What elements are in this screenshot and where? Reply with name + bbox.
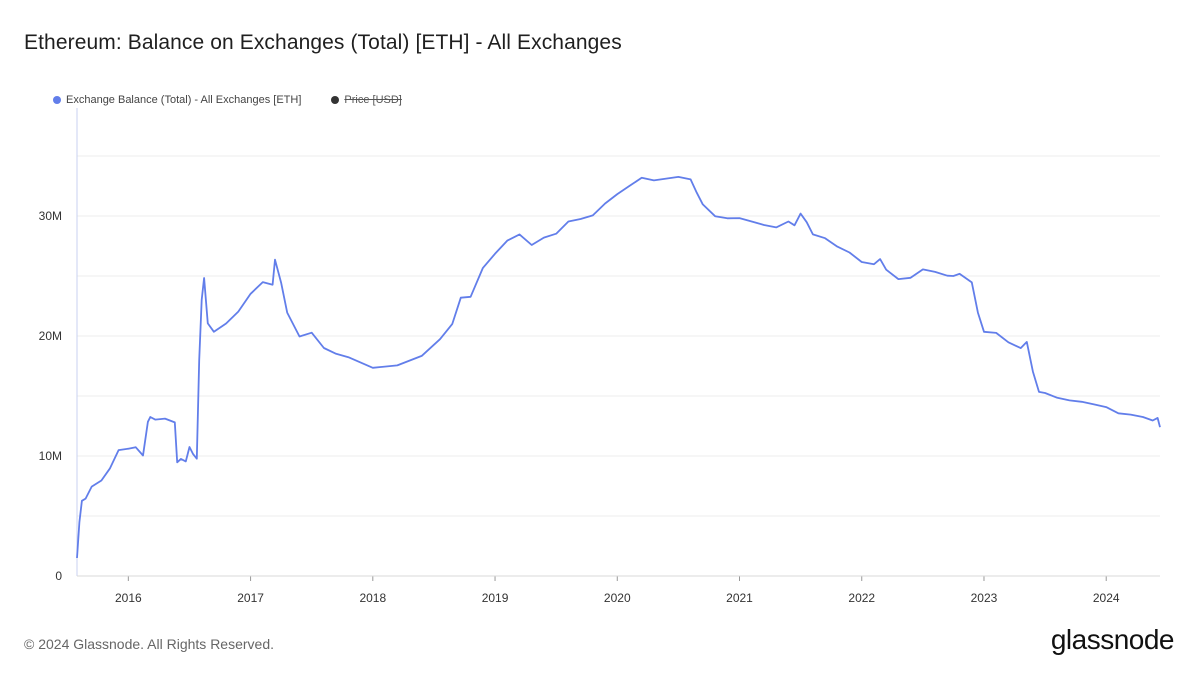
copyright-text: © 2024 Glassnode. All Rights Reserved. <box>24 636 275 652</box>
x-tick-label-2: 2018 <box>359 591 386 605</box>
y-tick-label-1: 10M <box>39 449 62 463</box>
legend-item-exchange-balance[interactable]: Exchange Balance (Total) - All Exchanges… <box>53 94 301 106</box>
legend-dot-price <box>331 96 340 104</box>
x-tick-label-3: 2019 <box>482 591 509 605</box>
y-tick-label-2: 20M <box>39 329 62 343</box>
legend-label-price: Price [USD] <box>344 94 402 106</box>
legend-dot-exchange-balance <box>53 96 61 104</box>
y-tick-label-0: 0 <box>55 569 62 583</box>
legend-item-price[interactable]: Price [USD] <box>331 94 402 106</box>
x-tick-label-0: 2016 <box>115 591 142 605</box>
x-tick-label-1: 2017 <box>237 591 264 605</box>
x-tick-label-7: 2023 <box>971 591 998 605</box>
x-tick-label-4: 2020 <box>604 591 631 605</box>
legend-label-exchange-balance: Exchange Balance (Total) - All Exchanges… <box>66 94 302 106</box>
y-tick-label-3: 30M <box>39 209 62 223</box>
legend: Exchange Balance (Total) - All Exchanges… <box>53 94 432 106</box>
x-tick-label-8: 2024 <box>1093 591 1120 605</box>
chart-title: Ethereum: Balance on Exchanges (Total) [… <box>24 31 622 54</box>
x-tick-label-6: 2022 <box>848 591 875 605</box>
series-line-exchange-balance <box>76 176 1161 559</box>
x-tick-label-5: 2021 <box>726 591 753 605</box>
glassnode-logo: glassnode <box>1050 624 1175 655</box>
